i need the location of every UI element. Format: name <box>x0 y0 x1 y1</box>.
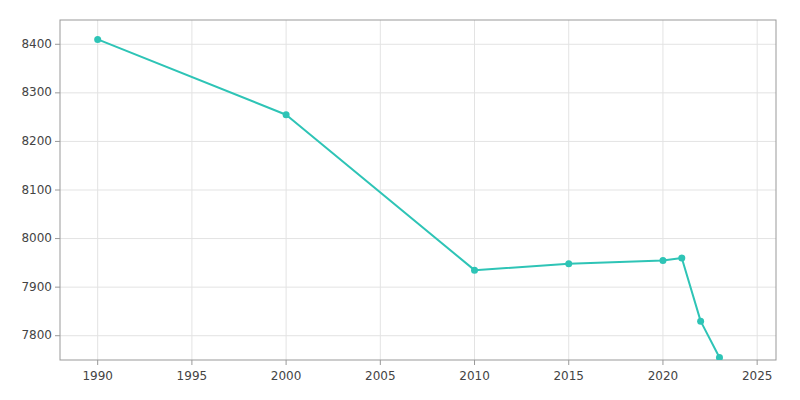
grid-line-y <box>60 190 776 191</box>
tick-label-y: 8300 <box>21 85 52 99</box>
plot-frame <box>60 20 776 360</box>
tick-y <box>55 287 60 288</box>
point <box>565 260 572 267</box>
grid-line-y <box>60 238 776 239</box>
tick-x <box>757 360 758 365</box>
tick-label-y: 8200 <box>21 134 52 148</box>
tick-y <box>55 335 60 336</box>
tick-label-x: 2000 <box>271 369 302 383</box>
grid-line-y <box>60 44 776 45</box>
tick-label-x: 2005 <box>365 369 396 383</box>
tick-y <box>55 141 60 142</box>
tick-y <box>55 190 60 191</box>
tick-label-x: 1995 <box>177 369 208 383</box>
grid-line-y <box>60 92 776 93</box>
grid-line-y <box>60 287 776 288</box>
tick-x <box>474 360 475 365</box>
tick-y <box>55 92 60 93</box>
point <box>659 257 666 264</box>
tick-label-y: 8100 <box>21 183 52 197</box>
page: {"chart_data": {"type": "line", "x": [19… <box>0 0 800 400</box>
tick-y <box>55 238 60 239</box>
grid-line-x <box>97 20 98 360</box>
tick-x <box>97 360 98 365</box>
tick-label-y: 8000 <box>21 231 52 245</box>
tick-label-x: 1990 <box>82 369 113 383</box>
point <box>678 255 685 262</box>
grid-line-x <box>662 20 663 360</box>
tick-label-y: 7800 <box>21 328 52 342</box>
line <box>98 39 720 357</box>
chart-container: 7800 7900 8000 8100 8200 8300 8400 1990 1995 2000… <box>0 0 800 400</box>
grid-line-y <box>60 335 776 336</box>
point <box>697 318 704 325</box>
point <box>283 111 290 118</box>
chart: 7800 7900 8000 8100 8200 8300 8400 1990 1995 2000… <box>0 0 800 400</box>
point <box>716 354 723 360</box>
grid-line-x <box>757 20 758 360</box>
data <box>94 36 723 360</box>
tick-x <box>662 360 663 365</box>
tick-label-y: 7900 <box>21 280 52 294</box>
tick-x <box>380 360 381 365</box>
point <box>94 36 101 43</box>
grid-line-x <box>568 20 569 360</box>
grid-line-x <box>286 20 287 360</box>
tick-label-x: 2015 <box>553 369 584 383</box>
tick-x <box>568 360 569 365</box>
grid <box>60 20 776 360</box>
axes: 7800 7900 8000 8100 8200 8300 8400 1990 1995 2000… <box>21 37 772 383</box>
tick-y <box>55 44 60 45</box>
tick-x <box>191 360 192 365</box>
tick-label-x: 2020 <box>648 369 679 383</box>
point <box>471 267 478 274</box>
grid-line-y <box>60 141 776 142</box>
grid-line-x <box>191 20 192 360</box>
tick-x <box>286 360 287 365</box>
tick-label-x: 2010 <box>459 369 490 383</box>
grid-line-x <box>474 20 475 360</box>
grid-line-x <box>380 20 381 360</box>
tick-label-x: 2025 <box>742 369 773 383</box>
tick-label-y: 8400 <box>21 37 52 51</box>
